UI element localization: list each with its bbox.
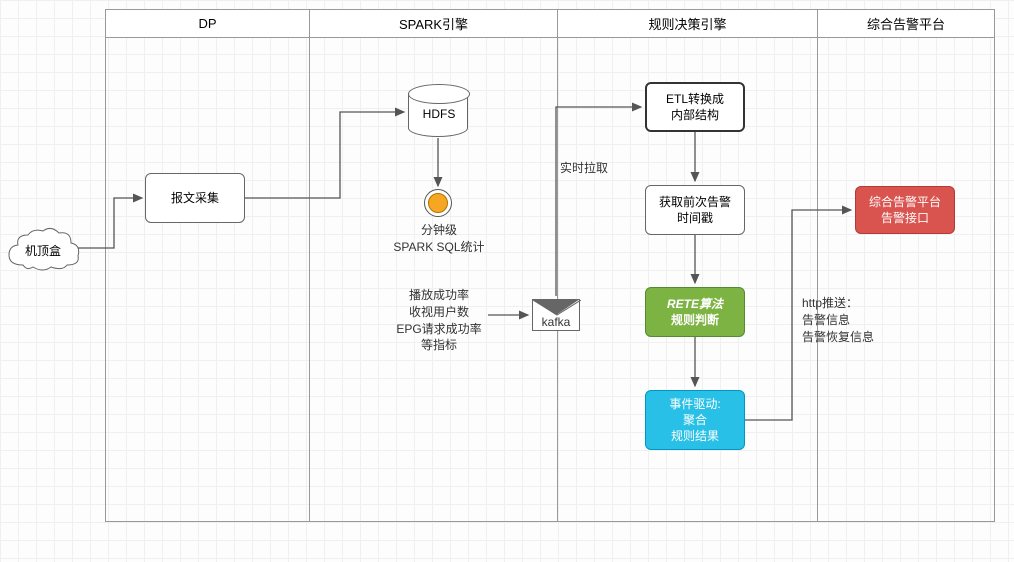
kafka-label: kafka [532, 314, 580, 331]
cloud-label: 机顶盒 [25, 242, 61, 259]
arrows-layer [0, 0, 1014, 562]
